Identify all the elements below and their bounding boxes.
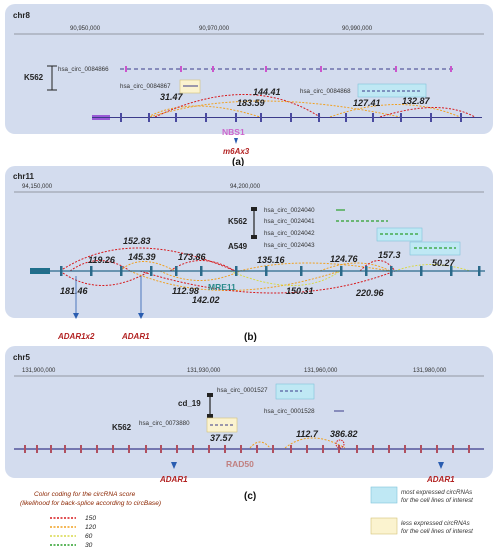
circ-label-0001527: hsa_circ_0001527 xyxy=(217,387,268,394)
score-b-5: 135.16 xyxy=(257,255,286,265)
arrow-down-icon xyxy=(234,138,238,144)
circ-label-0084868: hsa_circ_0084868 xyxy=(300,88,351,95)
chrom-label-a: chr8 xyxy=(13,11,30,20)
circ-label-0001528: hsa_circ_0001528 xyxy=(264,408,315,415)
circ-label-0084867: hsa_circ_0084867 xyxy=(120,83,171,90)
chrom-label-c: chr5 xyxy=(13,353,30,362)
score-c-3: 386.82 xyxy=(330,429,358,439)
cell-line-a549-b: A549 xyxy=(228,242,248,251)
score-b-7: 157.3 xyxy=(378,250,401,260)
coord-c-2: 131,930,000 xyxy=(187,368,221,374)
score-b-9: 181.46 xyxy=(60,286,89,296)
panel-b-background xyxy=(5,166,493,318)
cell-line-k562-a: K562 xyxy=(24,73,44,82)
coord-c-1: 131,900,000 xyxy=(22,368,56,374)
score-b-3: 145.39 xyxy=(128,252,156,262)
panel-a: chr8 90,950,000 90,970,000 90,990,000 K5… xyxy=(5,4,493,168)
panel-b: chr11 94,150,000 94,200,000 K562 A549 hs… xyxy=(5,166,493,343)
coord-a-1: 90,950,000 xyxy=(70,26,101,32)
panel-c-background xyxy=(5,346,493,478)
annotation-adar1-c2: ADAR1 xyxy=(426,475,455,484)
score-c-1: 37.57 xyxy=(210,433,234,443)
circ-label-0024043: hsa_circ_0024043 xyxy=(264,242,315,249)
arrow-down-icon xyxy=(171,462,177,469)
legend-most-swatch xyxy=(370,486,398,504)
annotation-m6a: m6Ax3 xyxy=(223,147,250,156)
score-a-5: 132.87 xyxy=(402,96,431,106)
coord-c-4: 131,980,000 xyxy=(413,368,447,374)
score-b-12: 150.31 xyxy=(286,286,314,296)
coord-a-3: 90,990,000 xyxy=(342,26,373,32)
coord-b-2: 94,200,000 xyxy=(230,184,261,190)
score-b-6: 124.76 xyxy=(330,254,359,264)
annotation-adar1-b: ADAR1 xyxy=(121,332,150,341)
panel-label-b: (b) xyxy=(244,332,257,343)
legend-less-swatch xyxy=(370,517,398,535)
score-b-13: 220.96 xyxy=(355,288,385,298)
score-a-3: 183.59 xyxy=(237,98,265,108)
score-b-8: 50.27 xyxy=(432,258,456,268)
coord-b-1: 94,150,000 xyxy=(22,184,53,190)
panel-label-a: (a) xyxy=(232,157,244,168)
score-b-4: 173.86 xyxy=(178,252,207,262)
annotation-adar1x2: ADAR1x2 xyxy=(57,332,95,341)
score-b-1: 152.83 xyxy=(123,236,151,246)
coord-a-2: 90,970,000 xyxy=(199,26,230,32)
gene-name-rad50: RAD50 xyxy=(226,459,254,469)
legend-value-60: 60 xyxy=(85,533,93,540)
score-a-2: 144.41 xyxy=(253,87,281,97)
score-c-2: 112.7 xyxy=(296,429,319,439)
legend-value-30: 30 xyxy=(85,542,93,549)
circ-label-0024041: hsa_circ_0024041 xyxy=(264,218,315,225)
legend: Color coding for the circRNA score (like… xyxy=(20,486,473,549)
annotation-adar1-c1: ADAR1 xyxy=(159,475,188,484)
coord-c-3: 131,960,000 xyxy=(304,368,338,374)
legend-less-1: less expressed circRNAs xyxy=(401,520,470,527)
legend-title-1: Color coding for the circRNA score xyxy=(34,491,136,498)
gene-name-mre11: MRE11 xyxy=(208,282,236,292)
arrow-down-icon xyxy=(138,313,144,319)
chrom-label-b: chr11 xyxy=(13,172,34,181)
cell-line-k562-c: K562 xyxy=(112,423,132,432)
gene-name-nbs1: NBS1 xyxy=(222,127,245,137)
panel-c: chr5 131,900,000 131,930,000 131,960,000… xyxy=(5,346,493,502)
arrow-down-icon xyxy=(73,313,79,319)
cell-line-cd19: cd_19 xyxy=(178,399,201,408)
circ-label-0084866: hsa_circ_0084866 xyxy=(58,66,109,73)
score-b-11: 142.02 xyxy=(192,295,220,305)
legend-less-2: for the cell lines of interest xyxy=(401,528,473,535)
score-b-10: 112.98 xyxy=(172,286,199,296)
legend-title-2: (likelihood for back-splice according to… xyxy=(20,500,161,507)
circ-label-0024040: hsa_circ_0024040 xyxy=(264,207,315,214)
circ-label-0073880: hsa_circ_0073880 xyxy=(139,420,190,427)
legend-most-1: most expressed circRNAs xyxy=(401,489,472,496)
circ-label-0024042: hsa_circ_0024042 xyxy=(264,230,315,237)
cell-line-k562-b: K562 xyxy=(228,217,248,226)
arrow-down-icon xyxy=(438,462,444,469)
legend-value-150: 150 xyxy=(85,515,96,522)
legend-most-2: for the cell lines of interest xyxy=(401,497,473,504)
score-b-2: 119.26 xyxy=(88,255,116,265)
legend-value-120: 120 xyxy=(85,524,96,531)
score-a-1: 31.47 xyxy=(160,92,184,102)
score-a-4: 127.41 xyxy=(353,98,381,108)
panel-label-c: (c) xyxy=(244,491,256,502)
